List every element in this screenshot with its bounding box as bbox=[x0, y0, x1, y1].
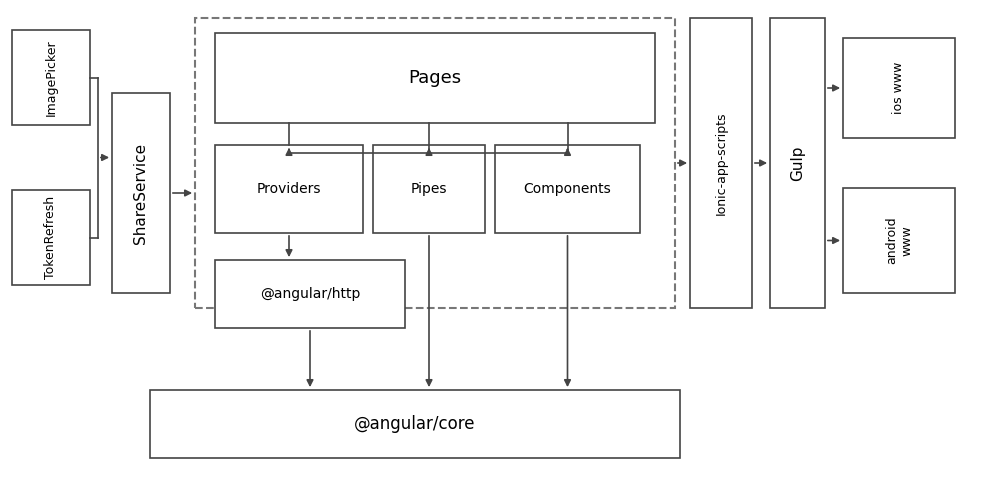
Text: Ionic-app-scripts: Ionic-app-scripts bbox=[714, 111, 728, 215]
Bar bbox=[12, 30, 90, 125]
Bar bbox=[373, 145, 485, 233]
Bar bbox=[215, 145, 363, 233]
Bar bbox=[112, 93, 170, 293]
Bar bbox=[215, 260, 405, 328]
Bar bbox=[150, 390, 680, 458]
Bar bbox=[770, 18, 825, 308]
Text: android
www: android www bbox=[885, 217, 913, 264]
Text: @angular/http: @angular/http bbox=[260, 287, 360, 301]
Bar bbox=[690, 18, 752, 308]
Bar bbox=[495, 145, 640, 233]
Text: Pipes: Pipes bbox=[411, 182, 447, 196]
Text: ShareService: ShareService bbox=[134, 142, 148, 243]
Bar bbox=[843, 188, 955, 293]
Text: ImagePicker: ImagePicker bbox=[44, 39, 58, 116]
Text: TokenRefresh: TokenRefresh bbox=[44, 196, 58, 279]
Bar bbox=[195, 18, 675, 308]
Text: Gulp: Gulp bbox=[790, 145, 805, 181]
Bar bbox=[215, 33, 655, 123]
Text: ios www: ios www bbox=[893, 62, 906, 114]
Text: @angular/core: @angular/core bbox=[354, 415, 476, 433]
Bar bbox=[12, 190, 90, 285]
Text: Pages: Pages bbox=[408, 69, 462, 87]
Bar bbox=[843, 38, 955, 138]
Text: Providers: Providers bbox=[257, 182, 321, 196]
Text: Components: Components bbox=[524, 182, 611, 196]
